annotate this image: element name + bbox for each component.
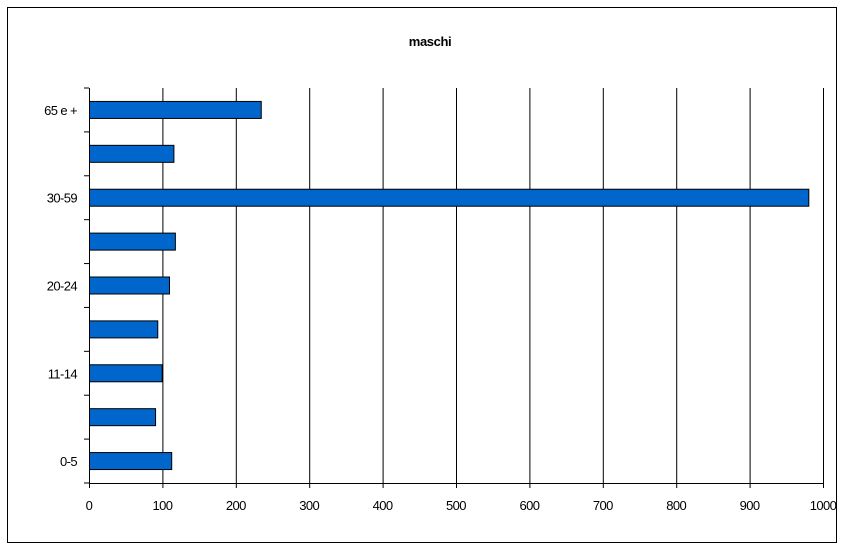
bar (89, 232, 176, 251)
x-tick-label: 500 (446, 498, 466, 513)
bar (89, 408, 157, 427)
y-tick-label: 30-59 (47, 191, 78, 206)
bar (89, 188, 810, 207)
x-tick-label: 900 (740, 498, 760, 513)
x-tick-label: 600 (519, 498, 539, 513)
y-tick-label: 65 e + (44, 103, 77, 118)
x-tick-label: 700 (593, 498, 613, 513)
bar (89, 100, 262, 119)
chart-container: maschi 0 100 200 300 400 500 600 700 800 900 1000 … (7, 7, 837, 543)
y-tick-label: 20-24 (47, 279, 78, 294)
bar (89, 364, 163, 383)
y-tick-label: 0-5 (60, 454, 77, 469)
bar (89, 452, 173, 471)
bar-chart: maschi 0 100 200 300 400 500 600 700 800 900 1000 … (44, 34, 837, 513)
x-tick-label: 300 (299, 498, 319, 513)
x-tick-label: 0 (86, 498, 93, 513)
x-tick-label: 1000 (810, 498, 837, 513)
bar (89, 276, 171, 295)
x-tick-label: 400 (373, 498, 393, 513)
bar (89, 144, 175, 163)
chart-title: maschi (409, 34, 451, 49)
bar (89, 320, 159, 339)
gridlines (162, 88, 824, 483)
y-axis-ticks: 0-5 11-14 20-24 30-59 65 e + (44, 87, 89, 484)
x-tick-label: 800 (666, 498, 686, 513)
x-tick-label: 200 (226, 498, 246, 513)
x-axis-ticks: 0 100 200 300 400 500 600 700 800 900 1000 (86, 483, 837, 513)
y-tick-label: 11-14 (48, 366, 78, 381)
bars (89, 100, 810, 471)
x-tick-label: 100 (152, 498, 172, 513)
